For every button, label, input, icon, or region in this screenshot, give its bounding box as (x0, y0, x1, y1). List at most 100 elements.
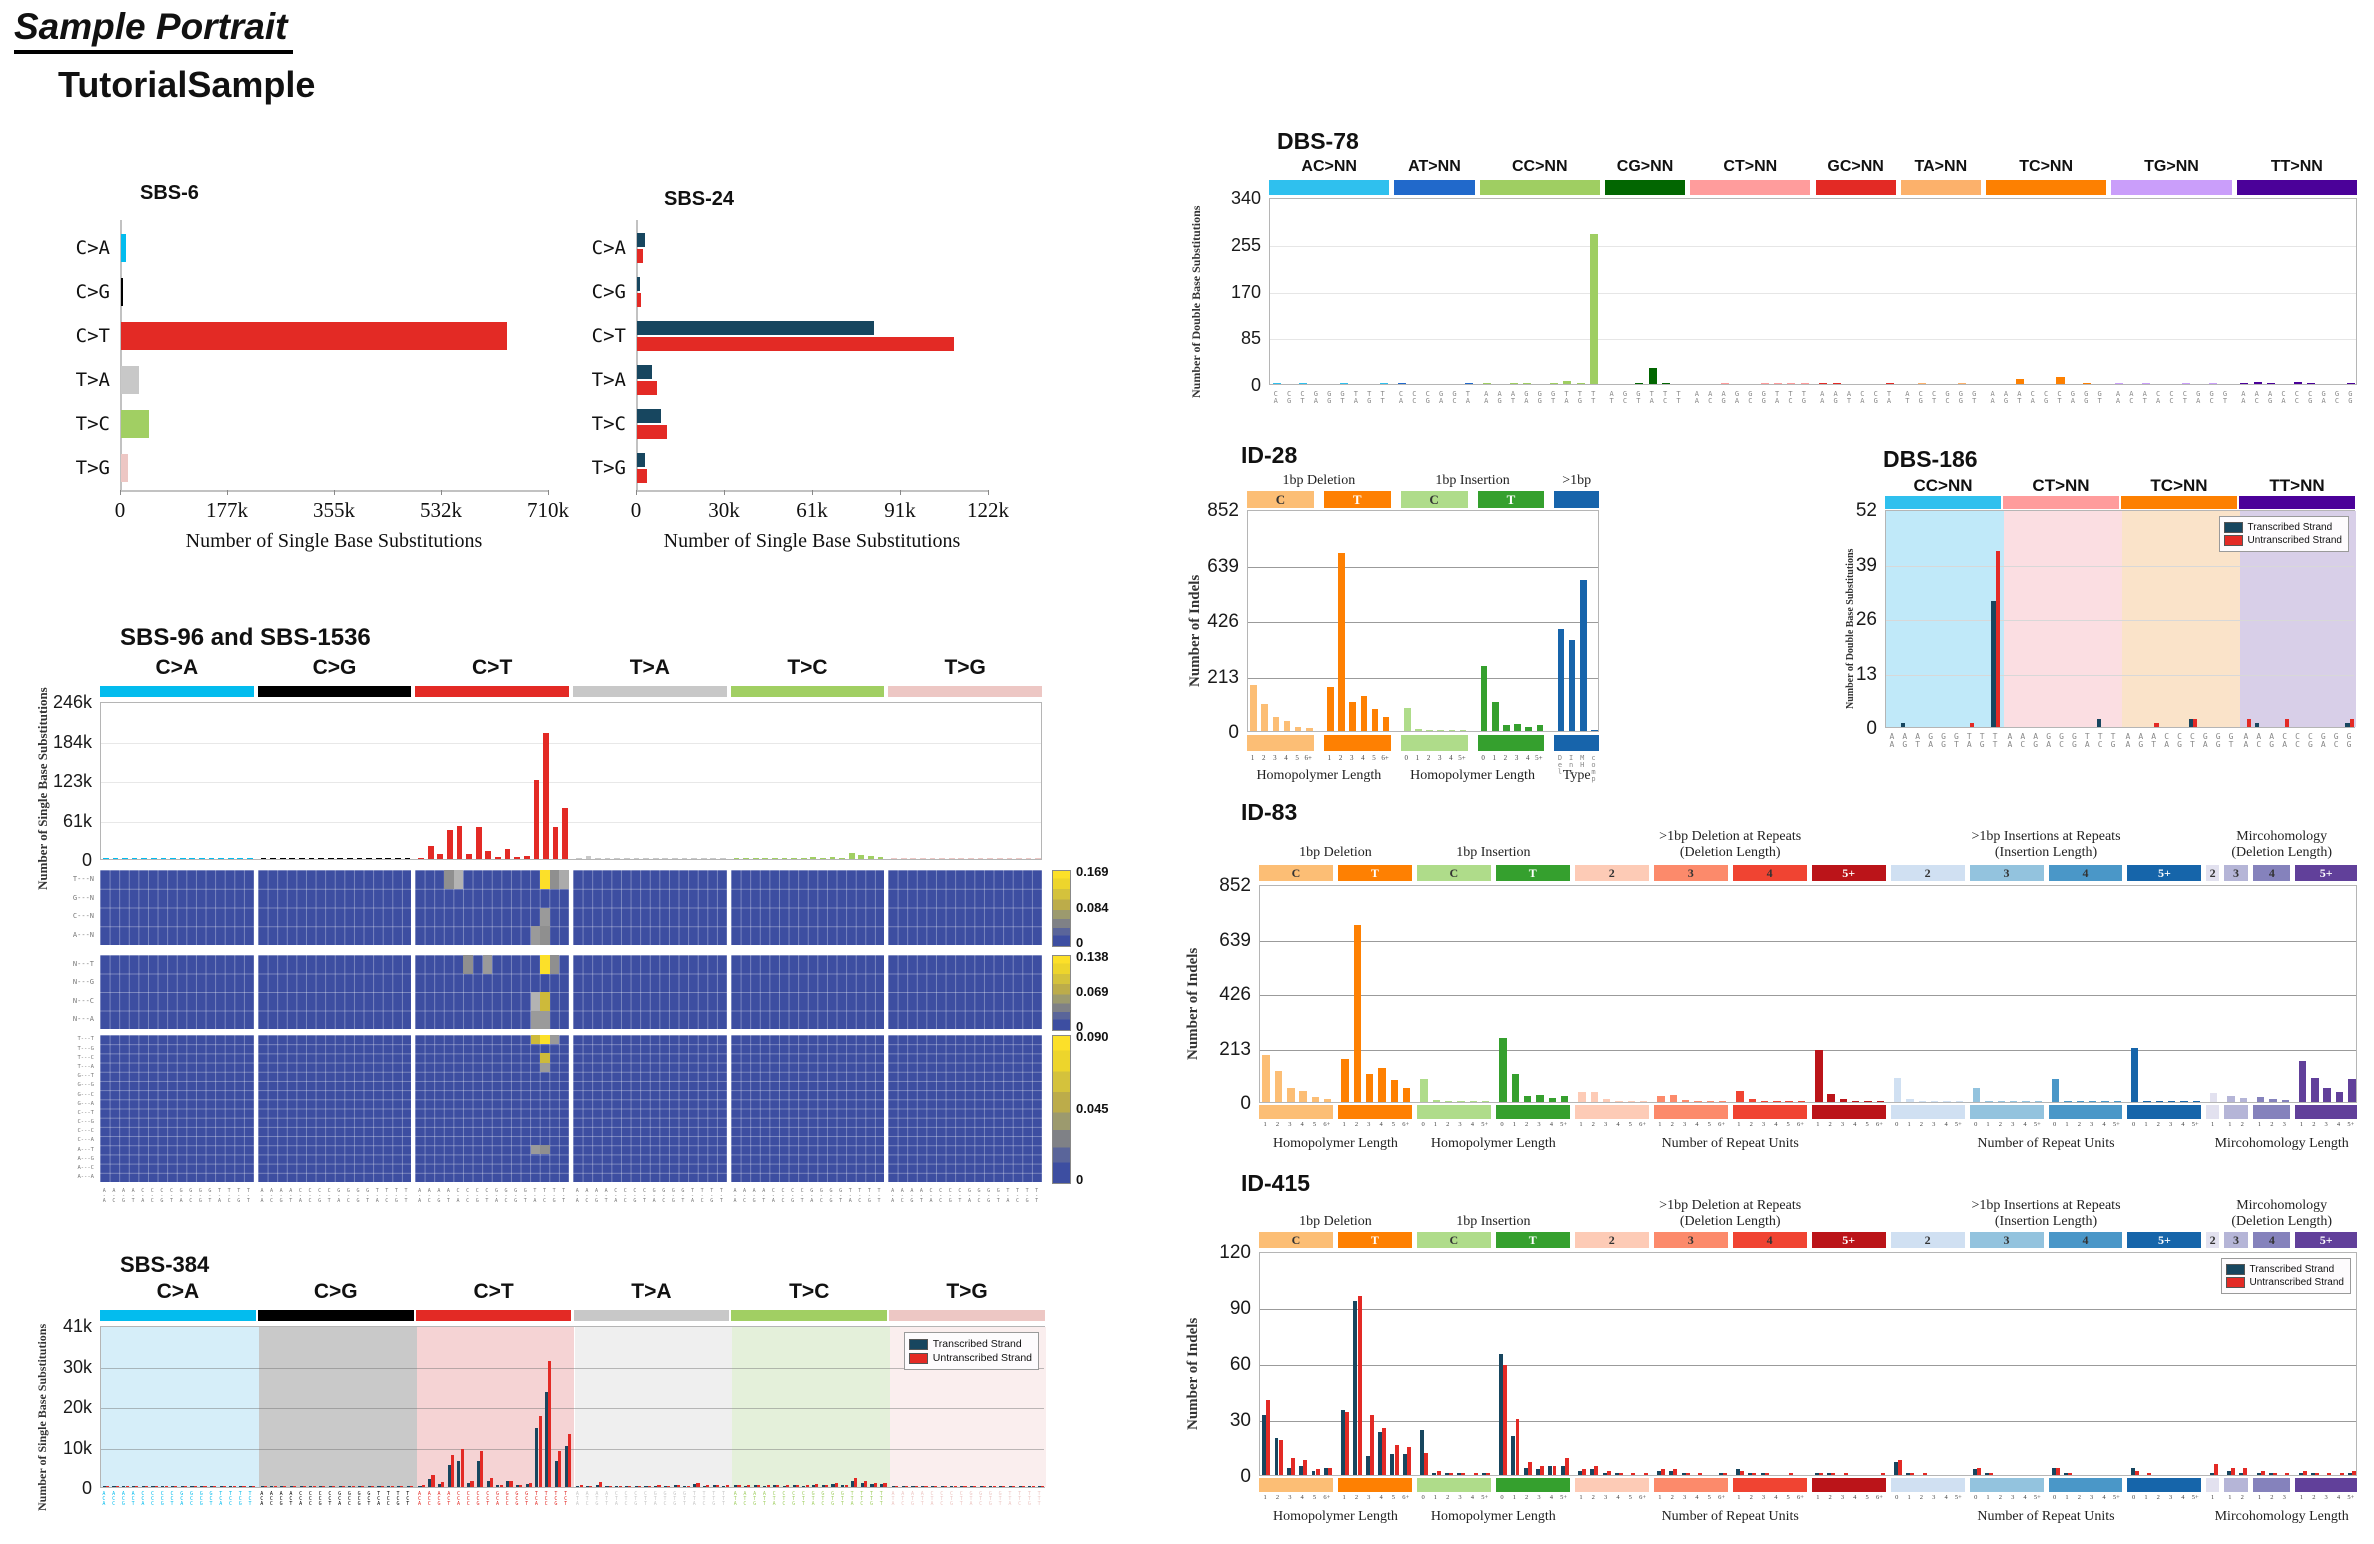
bar-transcribed (637, 233, 645, 247)
colorbar-max-label: 0.138 (1076, 949, 1109, 964)
x-tick-label: 1 (1658, 1494, 1662, 1501)
x-tick-label: CTT (958, 1491, 965, 1506)
x-tick-label: C-T (799, 1188, 806, 1203)
bar-untranscribed (1473, 1473, 1478, 1475)
y-tick-label: 41k (62, 1316, 92, 1336)
x-tick-label: CCT (326, 1491, 333, 1506)
x-tick-label: AG (2002, 390, 2011, 404)
x-tick-label: TCG (552, 1491, 559, 1506)
mutation-type-label: T>C (787, 656, 828, 679)
section-header: >1bp Deletion at Repeats (Deletion Lengt… (1659, 828, 1802, 860)
bar (150, 857, 157, 859)
bar-untranscribed (895, 1485, 899, 1487)
x-tick-label: 6+ (1639, 1121, 1647, 1128)
category-box: 4 (1732, 1232, 1807, 1248)
category-box: 4 (2048, 865, 2123, 881)
bar (2256, 1097, 2265, 1102)
bar-transcribed (870, 1483, 874, 1487)
heatmap-row-label: T---A (77, 1063, 94, 1070)
bar (2269, 1099, 2277, 1102)
bar (743, 857, 749, 859)
bar-transcribed (812, 1484, 816, 1487)
category-box-footer (1732, 1105, 1807, 1119)
x-tick-label: 4 (1616, 1121, 1620, 1128)
bar-transcribed (309, 1485, 313, 1487)
bar-transcribed (753, 1485, 757, 1487)
bar (671, 857, 678, 859)
bar (2293, 382, 2302, 384)
x-tick-label: ACT (130, 1491, 137, 1506)
bar-transcribed (190, 1485, 194, 1487)
bar-untranscribed (637, 249, 644, 263)
bar (289, 857, 296, 859)
bar (121, 454, 129, 482)
x-tick-label: GC (2207, 390, 2216, 404)
x-tick-label: T-T (1033, 1188, 1040, 1203)
bar-untranscribed (1831, 1473, 1836, 1475)
x-tick-label: 2 (1275, 1494, 1280, 1501)
y-tick-label: 0 (1228, 722, 1239, 743)
mutation-type-label: C>A (155, 656, 199, 679)
bar (1324, 1098, 1332, 1102)
bar (1491, 702, 1499, 731)
bar (122, 857, 128, 859)
x-tick-label: GCG (513, 1491, 520, 1506)
category-box (2003, 496, 2119, 509)
x-tick-label: GC (2057, 732, 2066, 748)
bar (112, 857, 119, 859)
x-tick-label: AA (1887, 732, 1897, 748)
x-tick-label: 1 (1263, 1494, 1267, 1501)
x-tick-label: 3 (1349, 754, 1354, 762)
x-tick-label: GA (2044, 732, 2054, 748)
x-tick-label: T-T (718, 1188, 725, 1203)
bar-untranscribed (2273, 1473, 2278, 1475)
category-box: 4 (2253, 1232, 2291, 1248)
bar-untranscribed (421, 1485, 425, 1487)
x-tick-label: 0 (1974, 1494, 1978, 1501)
bar (395, 857, 401, 859)
grid-line (1260, 995, 2356, 996)
bar-transcribed (782, 1485, 786, 1487)
x-tick-label: AG (2031, 732, 2041, 748)
x-tick-label: T-G (866, 1188, 873, 1203)
grid-line (101, 1448, 1044, 1450)
bar-untranscribed (1002, 1485, 1006, 1487)
bar-untranscribed (992, 1485, 996, 1487)
bar-untranscribed (431, 1475, 435, 1487)
bar-untranscribed (1315, 1469, 1320, 1475)
heatmap-block (888, 1035, 1042, 1182)
bar-transcribed (637, 277, 640, 291)
mutation-type-label: T>A (631, 1280, 672, 1303)
x-tick-label: TA (1351, 390, 1360, 404)
bar-transcribed (239, 1485, 243, 1487)
x-tick-label: 5 (1312, 1121, 1317, 1128)
x-tick-label: 1 (1986, 1494, 1990, 1501)
x-tick-label: TG (2108, 732, 2118, 748)
x-tick-label: GG (1939, 732, 1948, 748)
legend-swatch (2223, 522, 2243, 533)
category-box-footer (2295, 1105, 2357, 1119)
section-header: 1bp Insertion (1435, 472, 1510, 488)
x-axis-group-title: Number of Repeat Units (1661, 1509, 1799, 1524)
x-tick-label: 6+ (1875, 1121, 1883, 1128)
bar-transcribed (535, 1427, 539, 1487)
heatmap-cell (540, 1145, 550, 1155)
mutation-type-label: CC>NN (1913, 476, 1973, 495)
bar-untranscribed (953, 1485, 957, 1487)
grid-line (1248, 566, 1598, 568)
bar-untranscribed (1619, 1473, 1624, 1475)
bar-untranscribed (1969, 722, 1975, 727)
y-tick-label: 255 (1230, 234, 1261, 255)
x-tick-label: 0 (1421, 1121, 1425, 1128)
bar (1773, 1100, 1781, 1102)
bar (1378, 1067, 1386, 1102)
mutation-type-label: T>G (944, 656, 986, 679)
x-tick-label: GA (2319, 390, 2328, 404)
plot-area (1269, 198, 2357, 385)
x-tick-label: GCT (523, 1491, 530, 1506)
x-tick-label: A-A (258, 1188, 265, 1203)
x-tick-label: TCG (395, 1491, 402, 1506)
bar (2240, 382, 2249, 384)
bar (121, 234, 127, 262)
x-tick-label: CA (1271, 390, 1280, 404)
